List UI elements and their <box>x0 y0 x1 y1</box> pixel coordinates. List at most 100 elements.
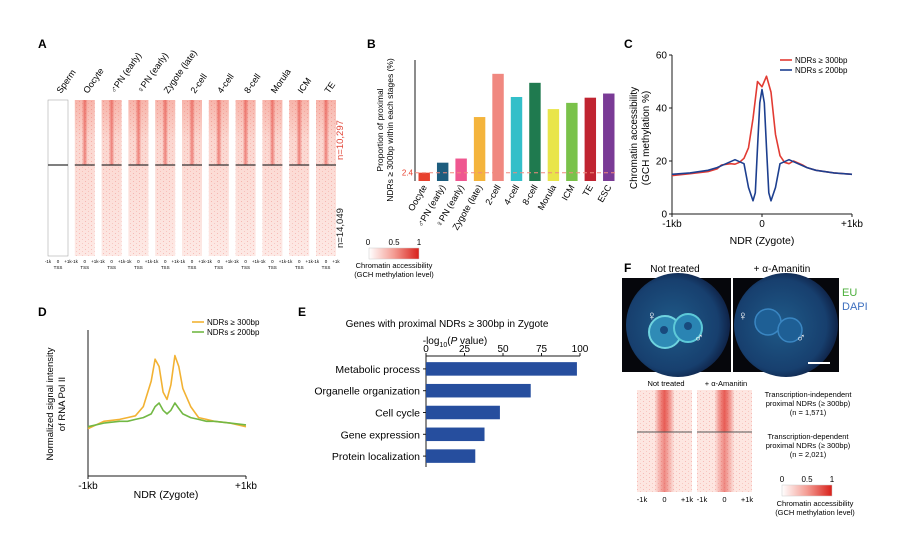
colorbar-a-gradient <box>368 247 420 260</box>
panelC-y-tick-label: 60 <box>656 51 668 62</box>
panel-e-x-tick-label: 100 <box>572 344 589 355</box>
panel-b-ylabel-line2: NDRs ≥ 300bp within each stages (%) <box>385 58 395 202</box>
group1-line1: Transcription-independent <box>765 390 853 399</box>
panel-e-category-label: Gene expression <box>341 429 421 441</box>
group2-line1: Transcription-dependent <box>767 432 849 441</box>
nucleolus-icon <box>660 326 668 334</box>
panel-b-bar <box>603 93 615 181</box>
panel-e-x-tick-label: 50 <box>497 344 509 355</box>
panel-e-bar <box>426 427 485 442</box>
group2-line2: proximal NDRs (≥ 300bp) <box>766 441 851 450</box>
heatmap-center-stripe <box>323 100 329 165</box>
heatmap-tick-label: -1k <box>259 259 266 264</box>
heatmap-center-stripe <box>269 100 276 165</box>
heatmap-tick-label: +1k <box>225 259 233 264</box>
group1-line2: proximal NDRs (≥ 300bp) <box>766 399 851 408</box>
heatmap-center-stripe <box>215 100 222 165</box>
panel-b-bar <box>584 97 597 181</box>
heatmap-center-stripe <box>135 100 142 165</box>
heatmap-tick-label: -1k <box>206 259 213 264</box>
heatmap-stage-label: 8-cell <box>242 72 263 95</box>
panel-e-x-tick-label: 25 <box>459 344 471 355</box>
panelC-series-line <box>671 88 853 202</box>
scale-bar <box>808 362 830 364</box>
panel-f-col-amanitin: + α-Amanitin <box>754 264 811 275</box>
panelD-x-tick-label: -1kb <box>78 481 98 492</box>
panel-b-category-label: Morula <box>536 183 558 212</box>
panel-label-e: E <box>298 305 306 319</box>
heatmap-tick-label: -1k <box>179 259 186 264</box>
panelD-series-line <box>87 354 247 430</box>
panel-e-category-label: Organelle organization <box>314 386 420 398</box>
heatmap-tick-label: 0 <box>191 259 194 264</box>
heatmap-tick-label: +1k <box>64 259 72 264</box>
panel-b-ylabel-line1: Proportion of proximal <box>375 88 385 171</box>
panelD-legend-label: NDRs ≥ 300bp <box>207 318 260 327</box>
heatmap-tick-label: -1k <box>286 259 293 264</box>
heatmap-tick-label: 0 <box>325 259 328 264</box>
colorbar-a-min: 0 <box>366 238 371 247</box>
panel-c-ylabel-line1: Chromatin accessibility <box>629 87 640 189</box>
female-symbol-amanitin: ♀ <box>738 308 748 323</box>
colorbar-a-max: 1 <box>417 238 422 247</box>
male-symbol-not-treated: ♂ <box>694 330 704 345</box>
heatmap-stage-label: TE <box>322 80 337 95</box>
heatmap-texture <box>101 100 122 256</box>
panel-b-category-label: 2-cell <box>483 183 502 207</box>
panel-f-heatmaps: -1k 0 +1k -1k 0 +1k <box>637 390 753 504</box>
f-heatmap-tick-label: +1k <box>681 495 694 504</box>
panel-label-a: A <box>38 37 47 51</box>
panel-b-category-label: TE <box>581 183 595 198</box>
colorbar-a-title-line1: Chromatin accessibility <box>356 261 433 270</box>
panel-e-bar <box>426 383 531 398</box>
panel-a-n-top: n=10,297 <box>335 120 346 160</box>
panelC-y-tick-label: 0 <box>661 210 667 221</box>
colorbar-a-title-line2: (GCH methylation level) <box>354 270 434 279</box>
heatmap-stage-label: Oocyte <box>81 66 106 95</box>
heatmap-tss-label: TSS <box>80 265 89 270</box>
panelD-series-line <box>87 402 247 428</box>
heatmap-tick-label: 0 <box>137 259 140 264</box>
heatmap-texture <box>182 100 202 256</box>
heatmap-tick-label: 0 <box>271 259 274 264</box>
panel-label-f: F <box>624 261 631 275</box>
panel-label-d: D <box>38 305 47 319</box>
female-symbol-not-treated: ♀ <box>647 308 657 323</box>
heatmap-sperm <box>47 99 69 257</box>
panel-b-bar <box>492 73 504 181</box>
panel-e-x-tick-label: 0 <box>423 344 429 355</box>
heatmap-tick-label: +1k <box>252 259 260 264</box>
panelC-x-tick-label: +1kb <box>841 219 863 230</box>
panelD-x-tick-label: +1kb <box>235 481 257 492</box>
heatmap-center-stripe <box>162 100 169 165</box>
panel-e-bar <box>426 362 577 376</box>
group1-line3: (n = 1,571) <box>790 408 827 417</box>
heatmap-tss-label: TSS <box>54 265 63 270</box>
heatmap-tick-label: -1k <box>125 259 132 264</box>
panel-d-ylabel-line2: of RNA Pol II <box>57 377 68 431</box>
panel-c-ylabel-line2: (GCH methylation %) <box>641 91 652 185</box>
panel-f-heat-amanitin: + α-Amanitin <box>705 379 747 388</box>
panel-b-category-label: ESC <box>596 183 614 204</box>
heatmap-tick-label: 0 <box>164 259 167 264</box>
colorbar-legend-a: 0 0.5 1 Chromatin accessibility (GCH met… <box>354 238 434 279</box>
panel-b-bar <box>510 96 523 181</box>
heatmap-tick-label: -1k <box>45 259 52 264</box>
panel-d-xlabel: NDR (Zygote) <box>134 489 199 501</box>
heatmap-stage-label: Morula <box>269 67 293 95</box>
heatmap-tss-label: TSS <box>188 265 197 270</box>
panel-e-bar-chart: 0 25 50 75 100 Metabolic process Organelle org… <box>314 344 589 467</box>
heatmap-tss-label: TSS <box>295 265 304 270</box>
panel-b-bar <box>547 109 560 181</box>
panel-e-category-label: Metabolic process <box>335 364 420 376</box>
heatmap-texture <box>235 100 256 256</box>
heatmap-tss-label: TSS <box>268 265 277 270</box>
f-heatmap-tick-label: -1k <box>637 495 648 504</box>
heatmap-tss-label: TSS <box>107 265 116 270</box>
f-heatmap-tick-label: 0 <box>662 495 666 504</box>
f-heatmap-tick-label: 0 <box>722 495 726 504</box>
heatmap-tick-label: 0 <box>218 259 221 264</box>
heatmap-tick-label: 0 <box>244 259 247 264</box>
